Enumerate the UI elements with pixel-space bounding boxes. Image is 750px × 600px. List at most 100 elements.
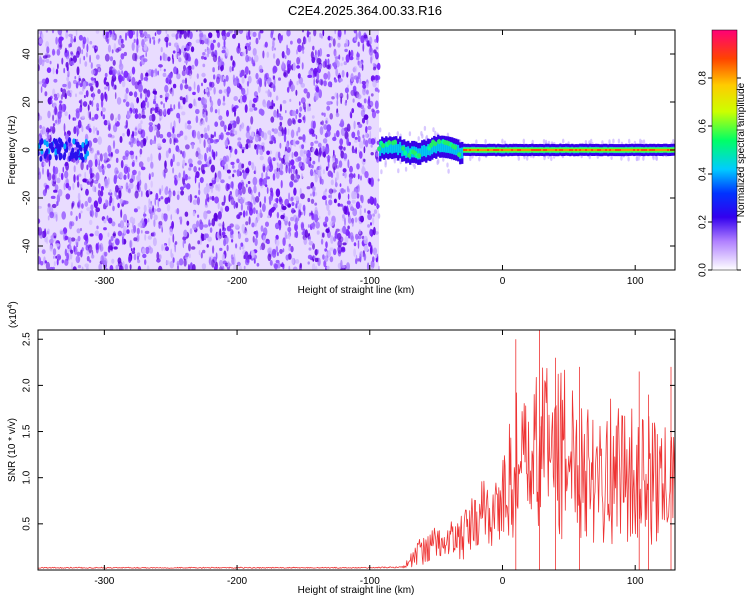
noise-speckle bbox=[111, 221, 116, 227]
noise-speckle bbox=[232, 33, 236, 39]
noise-speckle bbox=[91, 254, 95, 259]
noise-speckle bbox=[136, 97, 140, 104]
noise-speckle bbox=[243, 265, 246, 270]
noise-speckle bbox=[137, 222, 142, 227]
noise-speckle bbox=[196, 84, 200, 94]
noise-speckle bbox=[182, 159, 186, 167]
noise-speckle bbox=[88, 244, 93, 254]
noise-speckle bbox=[247, 254, 252, 260]
noise-speckle bbox=[91, 100, 94, 107]
noise-speckle bbox=[182, 150, 186, 159]
noise-speckle bbox=[111, 258, 115, 264]
noise-speckle bbox=[289, 60, 292, 65]
noise-speckle bbox=[329, 221, 335, 227]
noise-speckle bbox=[122, 200, 127, 205]
noise-speckle bbox=[278, 157, 282, 161]
noise-speckle bbox=[229, 191, 232, 196]
noise-speckle bbox=[84, 61, 88, 67]
noise-speckle bbox=[188, 86, 192, 92]
noise-speckle bbox=[189, 42, 192, 48]
noise-speckle bbox=[99, 242, 104, 252]
noise-speckle bbox=[204, 152, 207, 162]
noise-speckle bbox=[369, 228, 372, 236]
noise-speckle bbox=[275, 170, 280, 179]
noise-speckle bbox=[103, 165, 106, 170]
noise-speckle bbox=[258, 31, 261, 40]
noise-speckle bbox=[332, 162, 337, 171]
noise-speckle bbox=[206, 147, 209, 153]
noise-speckle bbox=[315, 150, 319, 157]
noise-speckle bbox=[206, 210, 212, 214]
noise-speckle bbox=[179, 96, 183, 101]
noise-speckle bbox=[104, 199, 108, 207]
noise-speckle bbox=[368, 95, 371, 104]
noise-speckle bbox=[96, 150, 100, 154]
noise-speckle bbox=[70, 51, 73, 55]
noise-speckle bbox=[247, 45, 252, 51]
noise-speckle bbox=[141, 100, 146, 108]
signal-halo-cell bbox=[469, 156, 472, 162]
noise-speckle bbox=[193, 166, 197, 173]
noise-speckle bbox=[284, 154, 289, 164]
noise-band-cell bbox=[58, 154, 62, 161]
noise-speckle bbox=[265, 221, 269, 227]
signal-carrier-cell bbox=[639, 149, 642, 151]
noise-speckle bbox=[230, 161, 235, 166]
noise-speckle bbox=[89, 100, 92, 105]
noise-speckle bbox=[118, 190, 122, 199]
noise-speckle bbox=[311, 115, 315, 119]
noise-speckle bbox=[225, 48, 229, 57]
noise-speckle bbox=[254, 133, 259, 143]
noise-speckle bbox=[117, 47, 122, 52]
noise-speckle bbox=[221, 253, 225, 262]
noise-speckle bbox=[47, 215, 50, 221]
signal-carrier-cell bbox=[479, 149, 482, 151]
noise-speckle bbox=[286, 86, 290, 93]
noise-speckle bbox=[90, 62, 93, 69]
noise-speckle bbox=[231, 164, 235, 169]
noise-speckle bbox=[192, 264, 196, 270]
noise-speckle bbox=[183, 65, 186, 72]
noise-speckle bbox=[77, 128, 80, 135]
noise-speckle bbox=[302, 102, 306, 110]
noise-speckle bbox=[197, 240, 201, 245]
noise-speckle bbox=[64, 258, 69, 266]
noise-speckle bbox=[279, 142, 282, 149]
noise-speckle bbox=[107, 44, 112, 53]
noise-speckle bbox=[90, 77, 94, 81]
noise-speckle bbox=[183, 258, 187, 267]
noise-speckle bbox=[344, 87, 349, 94]
noise-speckle bbox=[332, 38, 336, 47]
noise-speckle bbox=[374, 100, 379, 109]
noise-speckle bbox=[245, 48, 248, 55]
noise-speckle bbox=[217, 211, 222, 220]
noise-speckle bbox=[213, 131, 217, 138]
noise-speckle bbox=[352, 149, 356, 154]
noise-band-cell bbox=[56, 148, 60, 155]
noise-speckle bbox=[103, 205, 105, 210]
noise-speckle bbox=[322, 169, 326, 175]
signal-halo-cell bbox=[446, 162, 449, 168]
noise-speckle bbox=[256, 209, 258, 215]
noise-speckle bbox=[375, 152, 379, 157]
noise-speckle bbox=[302, 30, 304, 33]
noise-speckle bbox=[203, 127, 207, 134]
noise-speckle bbox=[220, 206, 223, 210]
noise-speckle bbox=[308, 128, 314, 134]
noise-speckle bbox=[252, 207, 256, 215]
noise-band-cell bbox=[48, 154, 52, 161]
noise-speckle bbox=[353, 66, 358, 73]
spectrogram-y-label: Frequency (Hz) bbox=[7, 116, 18, 185]
noise-speckle bbox=[259, 209, 262, 218]
noise-speckle bbox=[119, 220, 125, 229]
noise-speckle bbox=[351, 199, 356, 204]
noise-speckle bbox=[336, 130, 340, 138]
noise-speckle bbox=[159, 67, 162, 72]
noise-speckle bbox=[46, 67, 52, 73]
noise-speckle bbox=[358, 30, 362, 39]
noise-speckle bbox=[374, 74, 379, 81]
noise-speckle bbox=[97, 89, 101, 94]
noise-speckle bbox=[197, 160, 202, 166]
noise-speckle bbox=[344, 43, 347, 48]
noise-speckle bbox=[209, 138, 214, 144]
